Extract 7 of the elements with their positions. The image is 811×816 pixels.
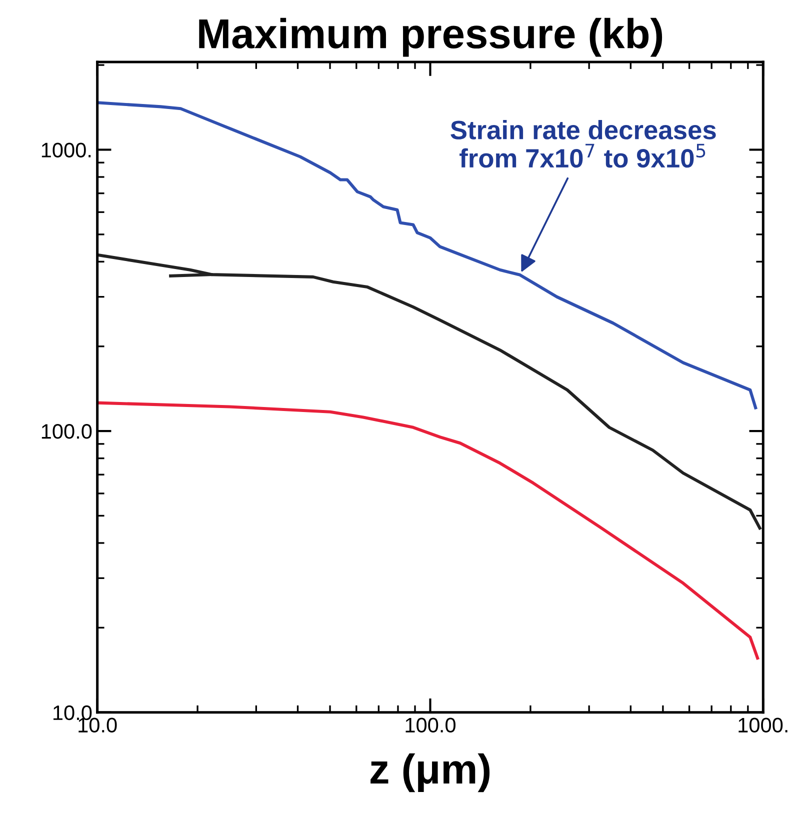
chart-title: Maximum pressure (kb) [199, 18, 662, 57]
y-tick-label: 1000. [42, 142, 91, 158]
x-tick-label: 1000. [738, 718, 788, 733]
y-tick-label: 100.0 [42, 424, 92, 439]
x-axis-title: z (μm) [370, 753, 490, 792]
annotation: Strain rate decreases from 7x10$^{7}$ to 9x10$^{5}$ [450, 120, 716, 168]
x-tick-label: 100.0 [406, 718, 456, 733]
